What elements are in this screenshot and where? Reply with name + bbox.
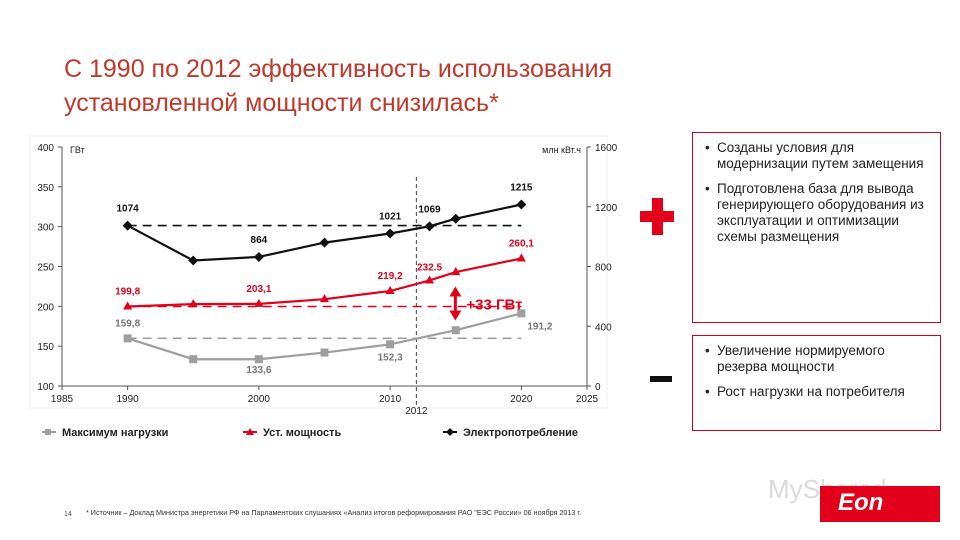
y-left-tick-label: 200 — [37, 302, 54, 313]
legend-label: Уст. мощность — [263, 427, 342, 439]
legend-marker — [45, 429, 51, 435]
y-right-tick-label: 1200 — [595, 203, 618, 214]
data-point — [451, 267, 461, 276]
pros-list: Созданы условия для модернизации путем з… — [693, 140, 934, 245]
data-label: 232.5 — [417, 262, 442, 273]
data-label: 199,8 — [115, 286, 140, 297]
data-label: 152,3 — [378, 352, 403, 363]
y-left-tick-label: 100 — [37, 382, 54, 393]
data-label: 1069 — [418, 204, 441, 215]
data-point — [188, 299, 198, 308]
data-point — [385, 228, 396, 239]
data-point — [451, 326, 460, 335]
data-label: 159,8 — [115, 318, 140, 329]
cons-item-2: Рост нагрузки на потребителя — [705, 384, 934, 400]
data-point — [516, 199, 527, 210]
y-right-tick-label: 1600 — [595, 143, 618, 154]
data-point — [189, 355, 198, 364]
data-label: 203,1 — [246, 284, 271, 295]
data-label: 191,2 — [527, 321, 552, 332]
data-point — [254, 298, 264, 307]
data-point — [450, 213, 461, 224]
annotation-arrow-head-up — [449, 286, 462, 297]
brand-logo — [820, 486, 940, 522]
y-right-unit: млн кВт.ч — [542, 145, 581, 155]
data-point — [254, 355, 263, 364]
legend-label: Электропотребление — [463, 427, 578, 439]
x-tick-label: 2000 — [248, 394, 271, 405]
x-tick-label: 2025 — [576, 394, 599, 405]
data-point — [386, 340, 395, 349]
y-right-tick-label: 400 — [595, 322, 612, 333]
data-label: 1021 — [379, 211, 402, 222]
y-left-tick-label: 350 — [37, 183, 54, 194]
series-line-3 — [127, 203, 522, 262]
y-right-tick-label: 0 — [595, 382, 601, 393]
pros-item-2: Подготовлена база для вывода генерирующе… — [705, 181, 934, 245]
data-point — [385, 286, 395, 295]
annotation-label: +33 ГВт — [466, 296, 522, 313]
data-label: 260,1 — [509, 238, 534, 249]
annotation-arrow-head-down — [449, 310, 462, 321]
plus-icon — [640, 198, 674, 235]
y-right-tick-label: 800 — [595, 263, 612, 274]
data-point — [320, 348, 329, 357]
brand-logo-text: Eon — [838, 489, 884, 516]
data-label: 864 — [251, 235, 268, 246]
legend-marker — [446, 428, 454, 436]
data-point — [320, 294, 329, 303]
x-tick-label: 2010 — [379, 394, 402, 405]
title-line-2: установленной мощности снизилась* — [64, 89, 499, 117]
page-title: С 1990 по 2012 эффективность использован… — [64, 52, 724, 120]
x-tick-label: 1990 — [117, 394, 140, 405]
data-point — [122, 220, 133, 231]
data-point — [123, 301, 133, 310]
legend-marker — [246, 428, 254, 435]
y-left-tick-label: 300 — [37, 223, 54, 234]
data-label: 133,6 — [246, 365, 271, 376]
minus-icon — [650, 376, 672, 382]
data-point — [123, 334, 132, 343]
data-point — [319, 237, 330, 248]
data-point — [516, 253, 526, 262]
data-label: 219,2 — [378, 271, 403, 282]
footnote: * Источник – Доклад Министра энергетики … — [86, 508, 582, 517]
x-tick-label: 1985 — [51, 394, 74, 405]
legend-label: Максимум нагрузки — [62, 427, 168, 439]
data-point — [424, 221, 435, 232]
series-line-2 — [127, 257, 522, 308]
data-label: 1215 — [510, 183, 533, 194]
plot-area — [29, 135, 608, 409]
data-point — [517, 309, 526, 318]
x-tick-label: 2020 — [510, 394, 533, 405]
y-left-tick-label: 150 — [37, 342, 54, 353]
y-left-tick-label: 250 — [37, 263, 54, 274]
line-chart: 100 150 200 250 300 350 400 0 400 800 1200 1600 1985… — [29, 135, 618, 439]
data-label: 1074 — [117, 204, 140, 215]
year-marker-label: 2012 — [405, 406, 428, 417]
data-point — [188, 255, 199, 266]
data-point — [253, 251, 264, 262]
y-left-unit: ГВт — [70, 145, 85, 155]
cons-box: Увеличение нормируемого резерва мощности… — [692, 335, 941, 431]
title-line-1: С 1990 по 2012 эффективность использован… — [64, 55, 613, 83]
cons-list: Увеличение нормируемого резерва мощности… — [693, 343, 934, 400]
y-left-tick-label: 400 — [37, 143, 54, 154]
data-point — [425, 275, 434, 284]
slide-number: 14 — [64, 511, 72, 518]
pros-box: Созданы условия для модернизации путем з… — [692, 132, 941, 323]
cons-item-1: Увеличение нормируемого резерва мощности — [705, 343, 934, 375]
pros-item-1: Созданы условия для модернизации путем з… — [705, 140, 934, 172]
